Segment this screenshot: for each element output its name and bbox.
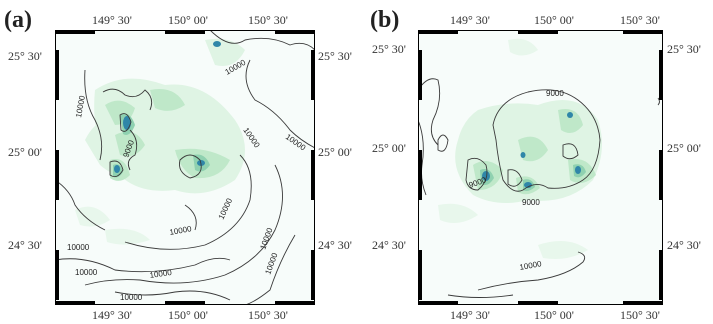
- panel-a-contour-label-9: 10000: [67, 243, 90, 252]
- panel-a-lat-right-2: 25° 00': [318, 145, 352, 159]
- panel-a-contour-label-8: 10000: [169, 224, 193, 237]
- panel-b-lat-left-3: 24° 30': [372, 238, 406, 252]
- panel-a-shading: [75, 38, 245, 245]
- panel-b-contour-label-3: 9000: [522, 198, 540, 207]
- panel-b-lat-left-2: 25° 00': [372, 141, 406, 155]
- panel-a-tag: (a): [4, 7, 32, 33]
- panel-a-lat-left-3: 24° 30': [8, 238, 42, 252]
- panel-a-lat-right-3: 24° 30': [318, 238, 352, 252]
- panel-a-contour-label-10: 10000: [149, 268, 173, 280]
- panel-b-shading: [438, 38, 602, 259]
- panel-b-lat-left-1: 25° 30': [372, 42, 406, 56]
- panel-b-lon-bottom-2: 150° 00': [534, 308, 574, 322]
- panel-a-lon-top-2: 150° 00': [168, 13, 208, 27]
- panel-b-contour-label-1: 9000: [546, 89, 564, 98]
- panel-b-tag: (b): [370, 7, 400, 33]
- panel-a-lon-top-3: 150° 30': [248, 13, 288, 27]
- panel-a-lon-bottom-3: 150° 30': [248, 308, 288, 322]
- panel-b-lon-top-1: 149° 30': [450, 13, 490, 27]
- panel-b-lat-right-1: 25° 30': [667, 42, 701, 56]
- panel-a-lon-bottom-2: 150° 00': [168, 308, 208, 322]
- panel-b-lon-top-2: 150° 00': [534, 13, 574, 27]
- panel-a-frame: [55, 30, 315, 305]
- panel-a-lon-top-1: 149° 30': [92, 13, 132, 27]
- panel-b-lon-top-3: 150° 30': [620, 13, 660, 27]
- panel-b-lat-right-2: 25° 00': [667, 141, 701, 155]
- panel-a-map: 10000 10000 10000 9000 10000 10000 10000…: [55, 30, 315, 305]
- panel-b-contour-label-4: 10000: [519, 259, 543, 272]
- panel-a-contour-label-11: 10000: [75, 268, 98, 277]
- panel-b-map: 9000 9000 9000 10000: [418, 30, 663, 305]
- panel-a-contours: [55, 30, 315, 305]
- panel-b-lon-bottom-1: 149° 30': [450, 308, 490, 322]
- panel-a-lat-right-1: 25° 30': [318, 49, 352, 63]
- panel-b-frame: [418, 30, 663, 305]
- panel-a-contour-label-2: 10000: [74, 94, 87, 118]
- panel-b-lon-bottom-3: 150° 30': [620, 308, 660, 322]
- panel-a-lat-left-1: 25° 30': [8, 49, 42, 63]
- panel-a-lon-bottom-1: 149° 30': [92, 308, 132, 322]
- panel-a-lat-left-2: 25° 00': [8, 145, 42, 159]
- panel-a-contour-label-13: 10000: [120, 293, 143, 302]
- panel-b-lat-right-3: 24° 30': [667, 238, 701, 252]
